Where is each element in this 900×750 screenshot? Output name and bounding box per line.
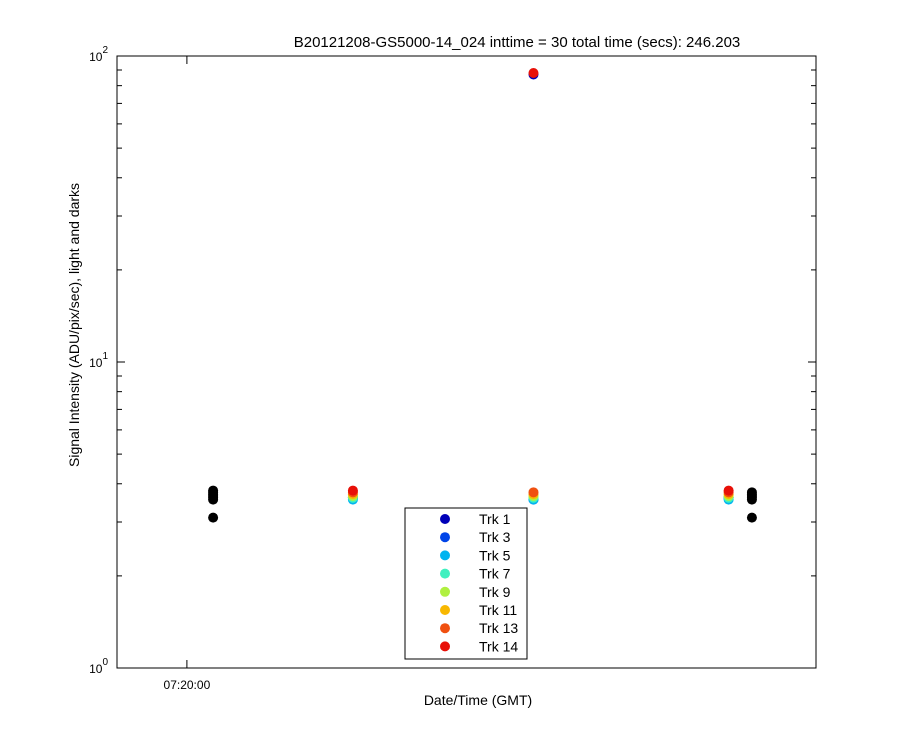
legend: Trk 1 Trk 3 Trk 5 Trk 7 Trk 9 Trk 11 Trk 13 Trk… — [404, 507, 528, 660]
dark-point — [208, 512, 219, 523]
legend-marker — [440, 550, 450, 561]
y-axis-label: Signal Intensity (ADU/pix/sec), light an… — [66, 183, 82, 467]
y-tick-label: 102 — [89, 45, 108, 64]
legend-label: Trk 13 — [479, 620, 518, 636]
legend-label: Trk 5 — [479, 547, 511, 563]
legend-marker — [440, 586, 450, 597]
series-point — [723, 485, 734, 496]
legend-label: Trk 14 — [479, 638, 518, 654]
dark-point — [746, 487, 757, 498]
legend-label: Trk 7 — [479, 566, 511, 582]
chart-title: B20121208-GS5000-14_024 inttime = 30 tot… — [294, 34, 741, 51]
data-points — [208, 67, 757, 523]
legend-label: Trk 11 — [479, 602, 517, 618]
y-tick-label: 100 — [89, 657, 108, 676]
legend-label: Trk 1 — [479, 511, 511, 527]
legend-label: Trk 3 — [479, 529, 511, 545]
series-point — [528, 67, 539, 78]
legend-box — [404, 507, 528, 660]
legend-marker — [440, 532, 450, 543]
x-tick-label: 07:20:00 — [164, 678, 211, 692]
legend-marker — [440, 641, 450, 652]
tick-labels: 100 101 102 07:20:00 — [89, 45, 210, 692]
dark-point — [746, 512, 757, 523]
legend-marker — [440, 514, 450, 524]
legend-label: Trk 9 — [479, 584, 511, 600]
legend-marker — [440, 623, 450, 634]
legend-marker — [440, 605, 450, 615]
y-tick-label: 101 — [89, 351, 108, 370]
legend-marker — [440, 568, 450, 579]
series-point — [528, 487, 539, 498]
x-axis-label: Date/Time (GMT) — [424, 692, 532, 708]
dark-point — [208, 485, 219, 496]
series-point — [347, 485, 358, 496]
tick-marks — [117, 55, 816, 669]
